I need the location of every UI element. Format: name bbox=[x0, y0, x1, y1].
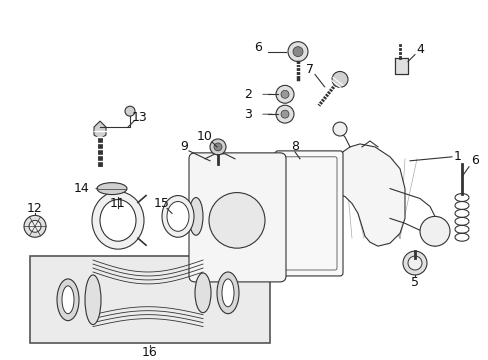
Text: 3: 3 bbox=[244, 108, 251, 121]
Circle shape bbox=[419, 216, 449, 246]
Circle shape bbox=[287, 42, 307, 62]
FancyBboxPatch shape bbox=[189, 153, 285, 282]
Circle shape bbox=[281, 110, 288, 118]
Circle shape bbox=[292, 47, 303, 57]
Ellipse shape bbox=[195, 273, 210, 313]
Circle shape bbox=[125, 106, 135, 116]
Circle shape bbox=[29, 220, 41, 232]
Text: 5: 5 bbox=[410, 276, 418, 289]
Ellipse shape bbox=[92, 192, 143, 249]
Circle shape bbox=[281, 90, 288, 98]
Circle shape bbox=[208, 193, 264, 248]
Text: 8: 8 bbox=[290, 140, 298, 153]
Polygon shape bbox=[394, 58, 407, 75]
Text: 14: 14 bbox=[74, 182, 90, 195]
Ellipse shape bbox=[167, 202, 189, 231]
Text: 12: 12 bbox=[27, 202, 43, 215]
Text: 7: 7 bbox=[305, 63, 313, 76]
Text: 2: 2 bbox=[244, 88, 251, 101]
Text: 9: 9 bbox=[180, 140, 187, 153]
Ellipse shape bbox=[162, 195, 194, 237]
Text: 11: 11 bbox=[110, 197, 125, 210]
Circle shape bbox=[24, 215, 46, 237]
FancyBboxPatch shape bbox=[274, 151, 342, 276]
Text: 6: 6 bbox=[254, 41, 262, 54]
Text: 16: 16 bbox=[142, 346, 158, 359]
Text: 13: 13 bbox=[132, 111, 147, 123]
Ellipse shape bbox=[217, 272, 239, 314]
Ellipse shape bbox=[97, 183, 127, 194]
Text: 4: 4 bbox=[415, 43, 423, 56]
Text: 10: 10 bbox=[197, 130, 212, 144]
Circle shape bbox=[214, 143, 222, 151]
Circle shape bbox=[402, 251, 426, 275]
Text: 15: 15 bbox=[154, 197, 170, 210]
Circle shape bbox=[332, 122, 346, 136]
Polygon shape bbox=[334, 144, 404, 246]
Ellipse shape bbox=[100, 199, 136, 241]
Bar bbox=[30, 256, 269, 343]
Ellipse shape bbox=[57, 279, 79, 321]
Circle shape bbox=[407, 256, 421, 270]
Polygon shape bbox=[94, 121, 106, 139]
Ellipse shape bbox=[85, 275, 101, 325]
Text: 6: 6 bbox=[470, 154, 478, 167]
Circle shape bbox=[275, 105, 293, 123]
Ellipse shape bbox=[189, 198, 203, 235]
Circle shape bbox=[275, 85, 293, 103]
Circle shape bbox=[331, 72, 347, 87]
Ellipse shape bbox=[222, 279, 234, 307]
Circle shape bbox=[209, 139, 225, 155]
Text: 1: 1 bbox=[453, 150, 461, 163]
Ellipse shape bbox=[62, 286, 74, 314]
